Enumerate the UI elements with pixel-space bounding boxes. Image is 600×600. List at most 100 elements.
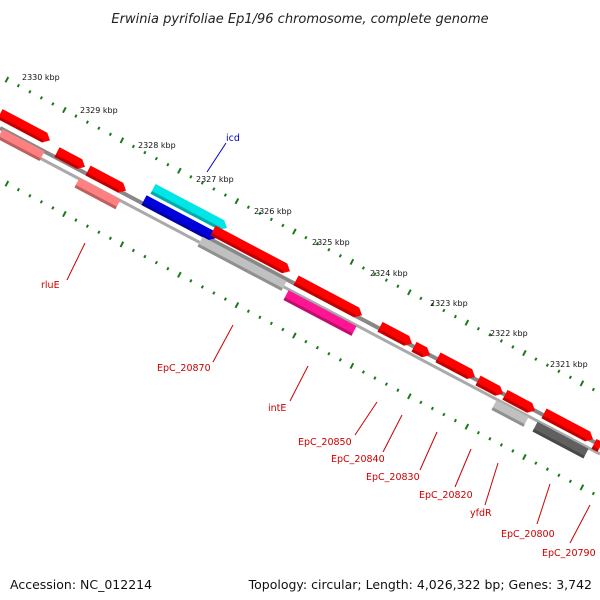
minor-tick <box>557 473 561 478</box>
gene-epc-20840[interactable] <box>411 341 432 360</box>
leader-lines <box>66 142 591 544</box>
gene-epc-20870[interactable] <box>197 236 287 291</box>
gene-left-pink-shape <box>0 129 45 162</box>
major-tick <box>579 380 585 387</box>
gene-label-epc-20870[interactable]: EpC_20870 <box>157 363 211 374</box>
minor-tick <box>327 247 331 252</box>
minor-tick <box>545 467 549 471</box>
major-tick <box>349 362 355 370</box>
minor-tick <box>246 205 250 210</box>
minor-tick <box>189 175 193 179</box>
gene-label-epc-20850[interactable]: EpC_20850 <box>298 437 352 448</box>
minor-tick <box>396 284 400 289</box>
minor-tick <box>212 187 216 191</box>
minor-tick <box>557 369 561 374</box>
gene-epc-20820[interactable] <box>475 375 505 399</box>
minor-tick <box>223 297 227 301</box>
major-tick <box>4 76 10 83</box>
tick-label: 2326 kbp <box>254 207 292 216</box>
minor-tick <box>453 418 457 423</box>
gene-label-epc-20840[interactable]: EpC_20840 <box>331 454 385 465</box>
minor-tick <box>269 321 273 326</box>
gene-small-1-shape <box>54 147 86 169</box>
tick-label: 2323 kbp <box>430 299 468 308</box>
minor-tick <box>16 83 20 88</box>
minor-tick <box>419 400 423 405</box>
minor-tick <box>373 376 377 380</box>
major-tick <box>407 289 412 296</box>
gene-label-yfdr[interactable]: yfdR <box>470 508 492 519</box>
minor-tick <box>419 296 423 301</box>
gene-label-rlue[interactable]: rluE <box>41 280 60 291</box>
tick-label: 2325 kbp <box>312 238 350 247</box>
gene-icd-cyan-shape <box>150 183 228 230</box>
minor-tick <box>74 114 78 118</box>
gene-small-2-shape <box>85 165 127 193</box>
minor-tick <box>258 211 262 216</box>
minor-tick <box>39 200 43 204</box>
major-tick <box>234 302 240 309</box>
gene-forward-3-shade <box>502 397 529 413</box>
minor-tick <box>212 291 216 295</box>
minor-tick <box>591 387 595 392</box>
minor-tick <box>154 260 158 265</box>
minor-tick <box>143 150 147 155</box>
minor-tick <box>384 382 388 386</box>
gene-inte-shape <box>283 290 357 336</box>
minor-tick <box>488 437 492 441</box>
minor-tick <box>511 345 515 349</box>
minor-tick <box>200 181 204 185</box>
minor-tick <box>258 315 262 320</box>
major-tick <box>579 484 585 491</box>
gene-epc-20830-shape <box>435 352 476 380</box>
gene-forward-2-shape <box>293 275 363 318</box>
minor-tick <box>16 187 20 192</box>
gene-icd-blue[interactable] <box>141 195 218 243</box>
gene-icd-cyan[interactable] <box>150 183 229 233</box>
major-tick <box>407 393 412 400</box>
gene-small-2[interactable] <box>85 165 128 196</box>
minor-tick <box>51 206 55 210</box>
gene-epc-20820-shade <box>475 382 497 396</box>
gene-rlue[interactable] <box>74 177 121 210</box>
gene-icd-blue-shape <box>141 195 216 241</box>
gene-label-epc-20830[interactable]: EpC_20830 <box>366 472 420 483</box>
gene-label-epc-20820[interactable]: EpC_20820 <box>419 490 473 501</box>
gene-inte[interactable] <box>283 290 357 336</box>
gene-epc-20850[interactable] <box>377 321 414 349</box>
major-tick <box>177 271 182 278</box>
gene-forward-3[interactable] <box>502 389 537 416</box>
gene-epc-20800[interactable] <box>541 408 595 445</box>
gene-label-inte[interactable]: intE <box>268 403 286 414</box>
gene-small-1[interactable] <box>54 147 87 172</box>
gene-yfdr[interactable] <box>491 400 529 427</box>
minor-tick <box>430 302 434 307</box>
gene-small-1-shade <box>54 154 79 169</box>
minor-tick <box>74 218 78 222</box>
gene-left-pink[interactable] <box>0 129 45 162</box>
gene-forward-2[interactable] <box>293 275 364 321</box>
minor-tick <box>511 449 515 453</box>
gene-label-epc-20800[interactable]: EpC_20800 <box>501 529 555 540</box>
genome-summary-text: Topology: circular; Length: 4,026,322 bp… <box>248 577 592 592</box>
gene-forward-1[interactable] <box>210 225 292 276</box>
gene-icd-cyan-shade <box>150 191 221 230</box>
gene-grey-dark[interactable] <box>532 421 589 459</box>
gene-label-epc-20790[interactable]: EpC_20790 <box>542 548 596 559</box>
minor-tick <box>442 412 446 417</box>
gene-epc-20830-shade <box>435 359 469 380</box>
gene-epc-20850-shape <box>377 321 412 346</box>
gene-epc-20830[interactable] <box>435 352 477 382</box>
minor-tick <box>154 156 158 161</box>
minor-tick <box>373 272 377 276</box>
tick-label: 2321 kbp <box>550 360 588 369</box>
minor-tick <box>51 102 55 106</box>
gene-forward-1-shade <box>210 232 284 274</box>
minor-tick <box>384 278 388 282</box>
genes-layer <box>0 109 600 459</box>
gene-label-icd[interactable]: icd <box>226 133 240 144</box>
gene-top-left[interactable] <box>0 109 53 145</box>
gene-icd-blue-shade <box>141 202 210 241</box>
gene-epc-20840-shape <box>411 341 430 358</box>
